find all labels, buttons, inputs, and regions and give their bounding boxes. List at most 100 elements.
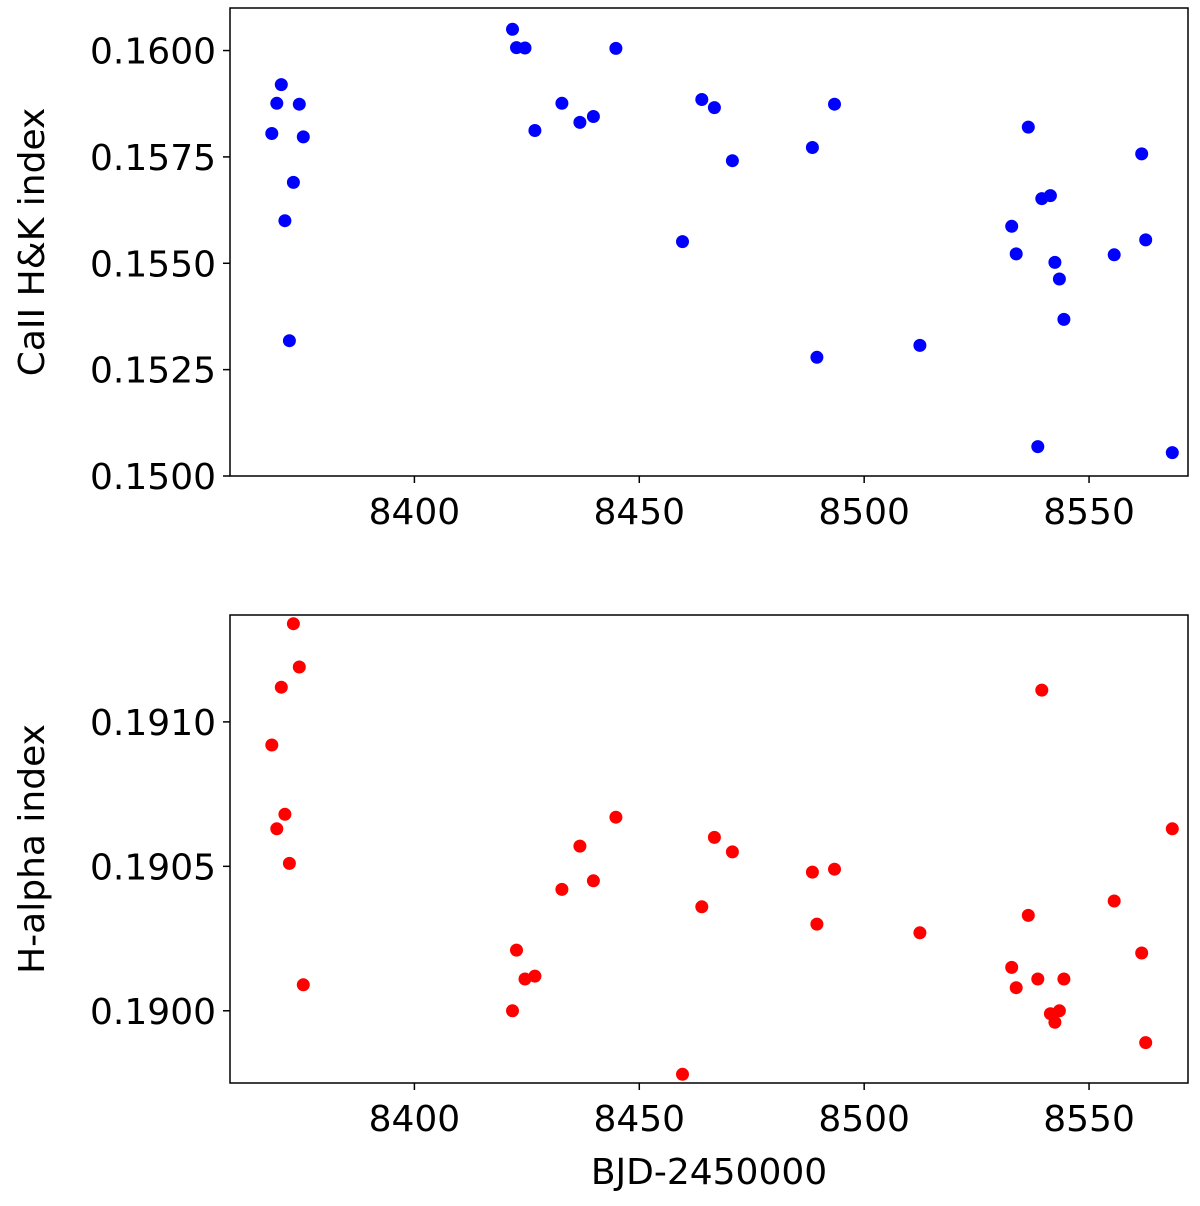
halpha-data-point xyxy=(1139,1036,1153,1050)
halpha-y-tick-label: 0.1905 xyxy=(90,847,216,888)
halpha-data-point xyxy=(707,830,721,844)
halpha-data-point xyxy=(805,865,819,879)
cahk-x-tick-label: 8550 xyxy=(1043,492,1135,533)
cahk-data-point xyxy=(274,78,288,92)
halpha-data-point xyxy=(518,972,532,986)
cahk-data-point xyxy=(707,101,721,115)
cahk-y-tick-label: 0.1525 xyxy=(90,351,216,392)
halpha-data-point xyxy=(913,926,927,940)
cahk-y-ticks: 0.1500 0.1525 0.1550 0.1575 0.1600 xyxy=(90,32,230,498)
cahk-data-point xyxy=(292,97,306,111)
cahk-data-point xyxy=(286,175,300,189)
halpha-data-point xyxy=(695,900,709,914)
halpha-data-point xyxy=(609,810,623,824)
halpha-y-tick-label: 0.1900 xyxy=(90,992,216,1033)
cahk-x-tick-label: 8450 xyxy=(593,492,685,533)
halpha-data-point xyxy=(1009,981,1023,995)
halpha-data-point xyxy=(278,807,292,821)
halpha-data-point xyxy=(274,680,288,694)
cahk-data-point xyxy=(518,41,532,55)
halpha-data-point xyxy=(1052,1004,1066,1018)
cahk-data-point xyxy=(1009,247,1023,261)
halpha-y-tick-label: 0.1910 xyxy=(90,703,216,744)
cahk-data-point xyxy=(1005,219,1019,233)
cahk-data-point xyxy=(1048,255,1062,269)
cahk-data-point xyxy=(586,110,600,123)
cahk-data-point xyxy=(1135,147,1149,161)
cahk-axes-frame xyxy=(229,7,1189,477)
halpha-data-point xyxy=(676,1067,689,1081)
halpha-data-point xyxy=(1048,1015,1062,1029)
cahk-data-point xyxy=(296,130,310,144)
halpha-data-point xyxy=(1165,822,1179,836)
halpha-x-tick-label: 8400 xyxy=(369,1099,461,1140)
cahk-data-point xyxy=(528,124,542,137)
cahk-data-point xyxy=(265,127,279,140)
halpha-data-point xyxy=(1005,960,1019,974)
halpha-data-point xyxy=(810,917,824,931)
cahk-data-point xyxy=(725,154,739,168)
halpha-data-point xyxy=(282,856,296,870)
cahk-data-point xyxy=(609,41,623,55)
halpha-data-point xyxy=(510,943,523,957)
halpha-data-point xyxy=(292,660,306,674)
cahk-data-point xyxy=(1043,189,1057,203)
halpha-axes-frame xyxy=(229,614,1189,1084)
cahk-data-point xyxy=(810,350,824,364)
halpha-data-point xyxy=(586,874,600,888)
halpha-points xyxy=(265,617,1179,1081)
halpha-data-point xyxy=(555,882,569,896)
halpha-data-point xyxy=(828,862,841,876)
cahk-data-point xyxy=(1107,248,1121,262)
cahk-data-point xyxy=(1021,120,1035,134)
halpha-data-point xyxy=(1135,946,1149,960)
halpha-data-point xyxy=(1057,972,1071,986)
cahk-data-point xyxy=(828,97,841,111)
x-axis-label: BJD-2450000 xyxy=(591,1152,827,1193)
halpha-data-point xyxy=(1107,894,1121,908)
halpha-y-axis-label: H-alpha index xyxy=(12,724,53,974)
cahk-panel: 8400 8450 8500 8550 0.1500 0.1525 0.1550 0.157… xyxy=(12,7,1189,533)
cahk-data-point xyxy=(282,334,296,348)
cahk-data-point xyxy=(676,235,689,249)
halpha-data-point xyxy=(573,839,587,853)
cahk-points xyxy=(265,22,1179,460)
cahk-y-tick-label: 0.1600 xyxy=(90,32,216,73)
cahk-y-tick-label: 0.1500 xyxy=(90,457,216,498)
cahk-data-point xyxy=(506,22,519,36)
cahk-data-point xyxy=(573,115,587,129)
halpha-y-ticks: 0.1900 0.1905 0.1910 xyxy=(90,703,230,1033)
cahk-y-tick-label: 0.1550 xyxy=(90,244,216,285)
halpha-data-point xyxy=(1031,972,1045,986)
halpha-x-tick-label: 8450 xyxy=(593,1099,685,1140)
halpha-data-point xyxy=(506,1004,519,1018)
cahk-x-ticks: 8400 8450 8500 8550 xyxy=(369,476,1135,533)
cahk-x-tick-label: 8400 xyxy=(369,492,461,533)
halpha-x-ticks: 8400 8450 8500 8550 xyxy=(369,1083,1135,1140)
cahk-data-point xyxy=(278,214,292,228)
halpha-data-point xyxy=(270,822,284,836)
cahk-data-point xyxy=(913,338,927,352)
cahk-data-point xyxy=(555,96,569,110)
cahk-data-point xyxy=(805,141,819,154)
halpha-x-tick-label: 8500 xyxy=(818,1099,910,1140)
cahk-x-tick-label: 8500 xyxy=(818,492,910,533)
cahk-data-point xyxy=(695,93,709,106)
cahk-data-point xyxy=(1165,446,1179,460)
halpha-data-point xyxy=(1021,908,1035,922)
halpha-panel: 8400 8450 8500 8550 0.1900 0.1905 0.1910 H-al… xyxy=(12,614,1189,1193)
cahk-y-axis-label: CaII H&K index xyxy=(12,108,53,377)
halpha-data-point xyxy=(296,978,310,992)
cahk-data-point xyxy=(1057,312,1071,326)
halpha-data-point xyxy=(528,969,542,983)
cahk-data-point xyxy=(1139,233,1153,247)
halpha-data-point xyxy=(1035,683,1049,697)
cahk-data-point xyxy=(1031,440,1045,454)
halpha-data-point xyxy=(725,845,739,859)
halpha-x-tick-label: 8550 xyxy=(1043,1099,1135,1140)
halpha-data-point xyxy=(286,617,300,631)
cahk-data-point xyxy=(1052,272,1066,286)
halpha-data-point xyxy=(265,738,279,752)
cahk-y-tick-label: 0.1575 xyxy=(90,138,216,179)
